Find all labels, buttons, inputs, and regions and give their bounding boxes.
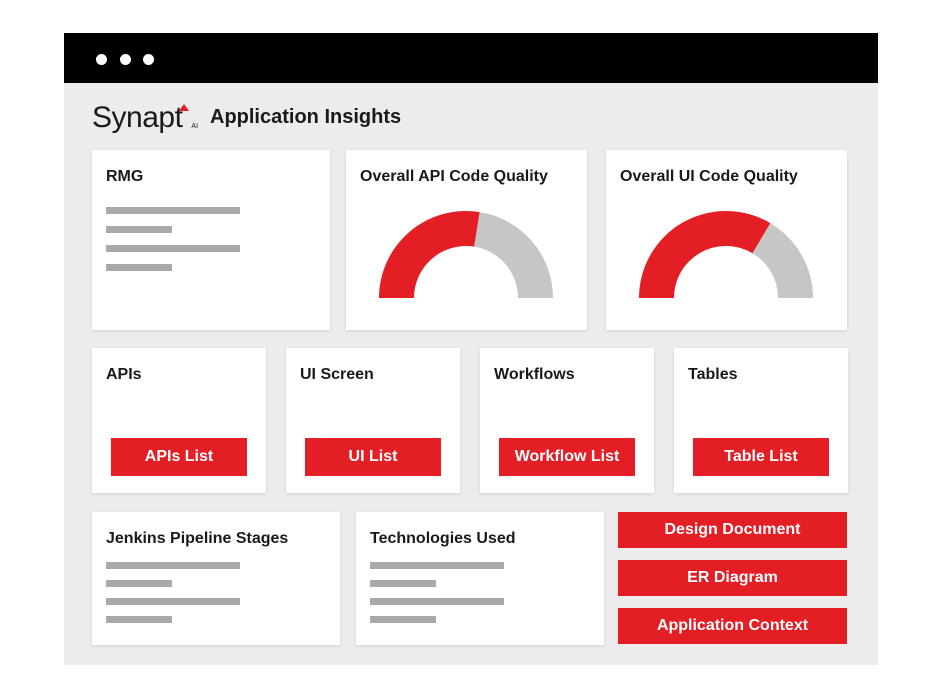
placeholder-line bbox=[370, 616, 436, 623]
rmg-card-title: RMG bbox=[106, 168, 144, 185]
placeholder-line bbox=[106, 207, 240, 214]
gauge-fill bbox=[379, 211, 480, 298]
placeholder-line bbox=[106, 264, 172, 271]
ui-screen-card-title: UI Screen bbox=[300, 366, 374, 383]
placeholder-line bbox=[106, 616, 172, 623]
window-control-dot[interactable] bbox=[96, 54, 107, 65]
table-list-button[interactable]: Table List bbox=[693, 438, 829, 476]
technologies-card-title: Technologies Used bbox=[370, 530, 516, 547]
ui-quality-card: Overall UI Code Quality bbox=[606, 150, 847, 330]
page-title: Application Insights bbox=[210, 106, 402, 128]
api-quality-title: Overall API Code Quality bbox=[360, 168, 548, 185]
logo-suffix: AI bbox=[191, 123, 199, 130]
ui-screen-card: UI Screen UI List bbox=[286, 348, 460, 493]
design-document-button[interactable]: Design Document bbox=[618, 512, 847, 548]
api-quality-card: Overall API Code Quality bbox=[346, 150, 587, 330]
placeholder-line bbox=[106, 580, 172, 587]
window-control-dot[interactable] bbox=[143, 54, 154, 65]
window-titlebar bbox=[64, 33, 878, 83]
app-window: Synapt AI Application Insights RMG Overa… bbox=[64, 33, 878, 665]
ui-list-button[interactable]: UI List bbox=[305, 438, 441, 476]
tables-card-title: Tables bbox=[688, 366, 738, 383]
apis-card-title: APIs bbox=[106, 366, 142, 383]
technologies-card: Technologies Used bbox=[356, 512, 604, 645]
placeholder-line bbox=[370, 598, 504, 605]
logo-wordmark: Synapt bbox=[92, 101, 183, 134]
placeholder-line bbox=[106, 598, 240, 605]
workflows-card-title: Workflows bbox=[494, 366, 575, 383]
tables-card: Tables Table List bbox=[674, 348, 848, 493]
gauge-fill bbox=[639, 211, 771, 298]
placeholder-line bbox=[106, 562, 240, 569]
rmg-card: RMG bbox=[92, 150, 330, 330]
placeholder-line bbox=[370, 580, 436, 587]
ui-quality-title: Overall UI Code Quality bbox=[620, 168, 798, 185]
gauge-track bbox=[752, 223, 813, 298]
ui-quality-gauge bbox=[639, 211, 813, 298]
workflow-list-button[interactable]: Workflow List bbox=[499, 438, 635, 476]
workflows-card: Workflows Workflow List bbox=[480, 348, 654, 493]
placeholder-line bbox=[106, 245, 240, 252]
jenkins-card: Jenkins Pipeline Stages bbox=[92, 512, 340, 645]
api-quality-gauge bbox=[379, 211, 553, 298]
jenkins-card-title: Jenkins Pipeline Stages bbox=[106, 530, 289, 547]
application-context-button[interactable]: Application Context bbox=[618, 608, 847, 644]
er-diagram-button[interactable]: ER Diagram bbox=[618, 560, 847, 596]
window-control-dot[interactable] bbox=[120, 54, 131, 65]
placeholder-line bbox=[106, 226, 172, 233]
apis-card: APIs APIs List bbox=[92, 348, 266, 493]
logo-caret-icon bbox=[179, 104, 190, 111]
gauge-track bbox=[474, 212, 553, 298]
brand-logo: Synapt AI bbox=[92, 99, 198, 133]
placeholder-line bbox=[370, 562, 504, 569]
apis-list-button[interactable]: APIs List bbox=[111, 438, 247, 476]
